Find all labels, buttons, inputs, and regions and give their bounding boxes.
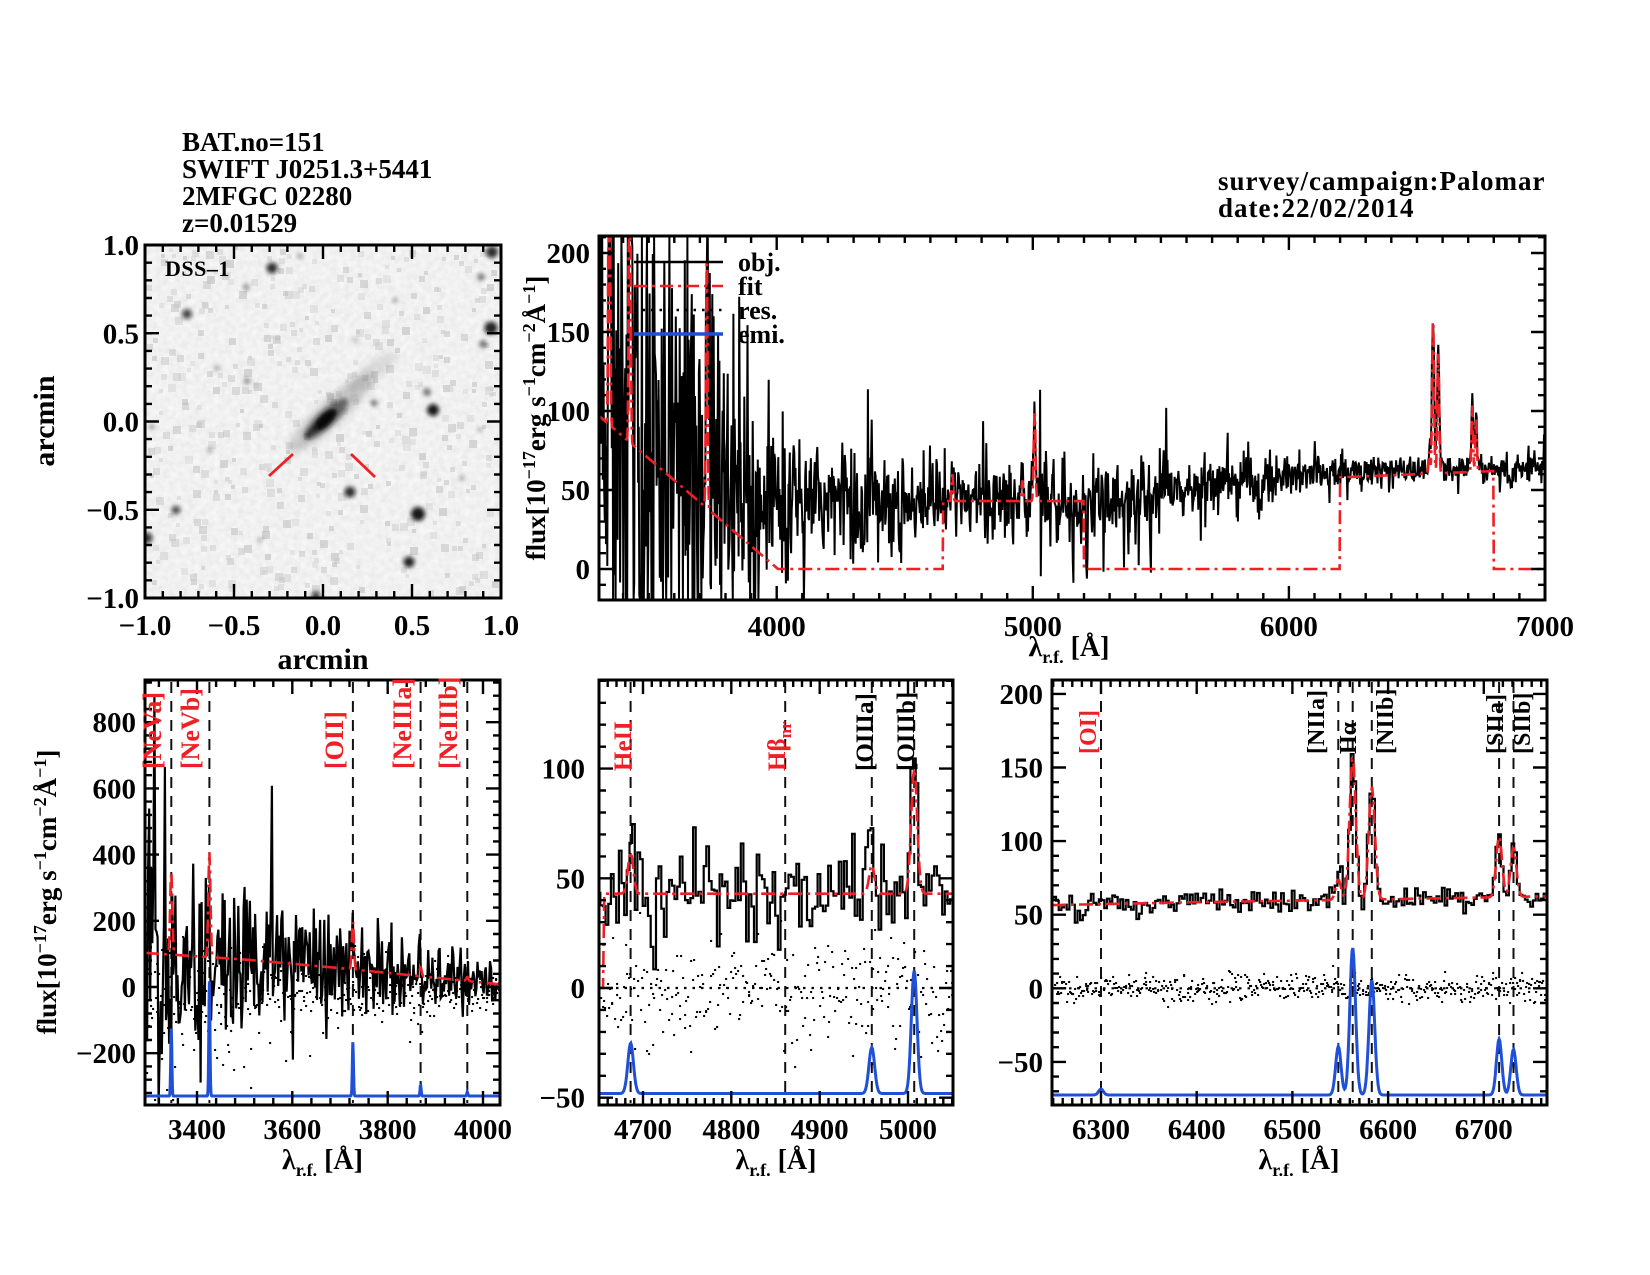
svg-text:7000: 7000: [1516, 611, 1574, 643]
svg-text:[OI]: [OI]: [1076, 710, 1102, 754]
svg-text:0.5: 0.5: [394, 610, 430, 642]
svg-text:6300: 6300: [1072, 1114, 1130, 1146]
svg-text:100: 100: [1000, 826, 1044, 858]
svg-text:−1.0: −1.0: [86, 583, 139, 615]
svg-text:0.5: 0.5: [103, 318, 139, 350]
svg-text:[OIIIb]: [OIIIb]: [893, 692, 920, 771]
svg-text:4900: 4900: [791, 1114, 849, 1146]
svg-text:2MFGC 02280: 2MFGC 02280: [182, 181, 352, 211]
svg-text:Hβnr: Hβnr: [764, 721, 795, 771]
svg-text:−50: −50: [997, 1047, 1043, 1079]
svg-text:arcmin: arcmin: [277, 643, 368, 676]
svg-text:50: 50: [561, 475, 590, 507]
svg-text:[OIIIa]: [OIIIa]: [852, 693, 879, 771]
svg-text:−1.0: −1.0: [119, 610, 172, 642]
svg-text:DSS–1: DSS–1: [165, 256, 230, 281]
svg-text:50: 50: [556, 863, 585, 895]
svg-text:[NeVa]: [NeVa]: [138, 692, 167, 769]
svg-text:fit: fit: [738, 272, 763, 301]
svg-text:−50: −50: [539, 1083, 585, 1115]
svg-text:λr.f. [Å]: λr.f. [Å]: [1029, 632, 1110, 667]
svg-text:6400: 6400: [1168, 1114, 1226, 1146]
svg-text:λr.f. [Å]: λr.f. [Å]: [1259, 1145, 1340, 1180]
svg-text:[OII]: [OII]: [320, 711, 349, 769]
svg-text:−0.5: −0.5: [208, 610, 261, 642]
svg-text:obj.: obj.: [738, 248, 781, 277]
svg-text:−200: −200: [76, 1038, 136, 1070]
svg-text:arcmin: arcmin: [28, 375, 61, 466]
svg-text:flux[10−17erg s−1cm−2Å−1]: flux[10−17erg s−1cm−2Å−1]: [30, 750, 62, 1035]
svg-text:res.: res.: [738, 296, 777, 325]
svg-text:λr.f. [Å]: λr.f. [Å]: [282, 1145, 363, 1180]
svg-text:[NeIIIa]: [NeIIIa]: [388, 678, 417, 769]
svg-text:50: 50: [1014, 900, 1043, 932]
svg-text:4800: 4800: [702, 1114, 760, 1146]
svg-text:[NIIb]: [NIIb]: [1373, 689, 1399, 754]
svg-text:[NeIIIb]: [NeIIIb]: [434, 677, 463, 769]
svg-text:−0.5: −0.5: [86, 495, 139, 527]
svg-text:0: 0: [576, 554, 591, 586]
svg-text:flux[10−17erg s−1cm−2Å−1]: flux[10−17erg s−1cm−2Å−1]: [519, 276, 551, 561]
svg-text:100: 100: [547, 396, 591, 428]
svg-text:[NIIa]: [NIIa]: [1304, 690, 1330, 754]
svg-text:4000: 4000: [748, 611, 806, 643]
svg-text:0.0: 0.0: [305, 610, 341, 642]
svg-text:0: 0: [571, 973, 586, 1005]
svg-text:SWIFT J0251.3+5441: SWIFT J0251.3+5441: [182, 154, 432, 184]
svg-text:emi.: emi.: [738, 320, 785, 349]
svg-text:400: 400: [93, 840, 137, 872]
svg-text:3800: 3800: [359, 1114, 417, 1146]
svg-text:Hα: Hα: [1336, 721, 1362, 754]
svg-text:1.0: 1.0: [103, 230, 139, 262]
svg-text:600: 600: [93, 773, 137, 805]
svg-text:3400: 3400: [168, 1114, 226, 1146]
svg-text:150: 150: [547, 317, 591, 349]
svg-text:100: 100: [542, 754, 586, 786]
svg-text:0: 0: [122, 972, 137, 1004]
svg-text:survey/campaign:Palomar: survey/campaign:Palomar: [1218, 166, 1545, 196]
svg-text:[NeVb]: [NeVb]: [176, 688, 205, 769]
svg-text:800: 800: [93, 707, 137, 739]
svg-text:1.0: 1.0: [483, 610, 519, 642]
svg-text:4700: 4700: [614, 1114, 672, 1146]
svg-text:3600: 3600: [263, 1114, 321, 1146]
svg-text:HeII: HeII: [610, 721, 637, 771]
svg-text:[SIIb]: [SIIb]: [1510, 693, 1536, 754]
svg-text:4000: 4000: [454, 1114, 512, 1146]
svg-text:5000: 5000: [1004, 611, 1062, 643]
svg-text:150: 150: [1000, 753, 1044, 785]
svg-text:[SIIa]: [SIIa]: [1483, 694, 1509, 754]
svg-text:6500: 6500: [1263, 1114, 1321, 1146]
svg-text:z=0.01529: z=0.01529: [182, 208, 297, 238]
svg-text:5000: 5000: [879, 1114, 937, 1146]
svg-text:200: 200: [93, 906, 137, 938]
svg-text:λr.f. [Å]: λr.f. [Å]: [736, 1145, 817, 1180]
svg-text:BAT.no=151: BAT.no=151: [182, 127, 325, 157]
svg-text:6700: 6700: [1455, 1114, 1513, 1146]
svg-text:date:22/02/2014: date:22/02/2014: [1218, 193, 1415, 223]
svg-text:6000: 6000: [1260, 611, 1318, 643]
svg-text:6600: 6600: [1359, 1114, 1417, 1146]
svg-text:200: 200: [547, 238, 591, 270]
svg-text:0.0: 0.0: [103, 407, 139, 439]
svg-text:0: 0: [1029, 973, 1044, 1005]
svg-text:200: 200: [1000, 679, 1044, 711]
